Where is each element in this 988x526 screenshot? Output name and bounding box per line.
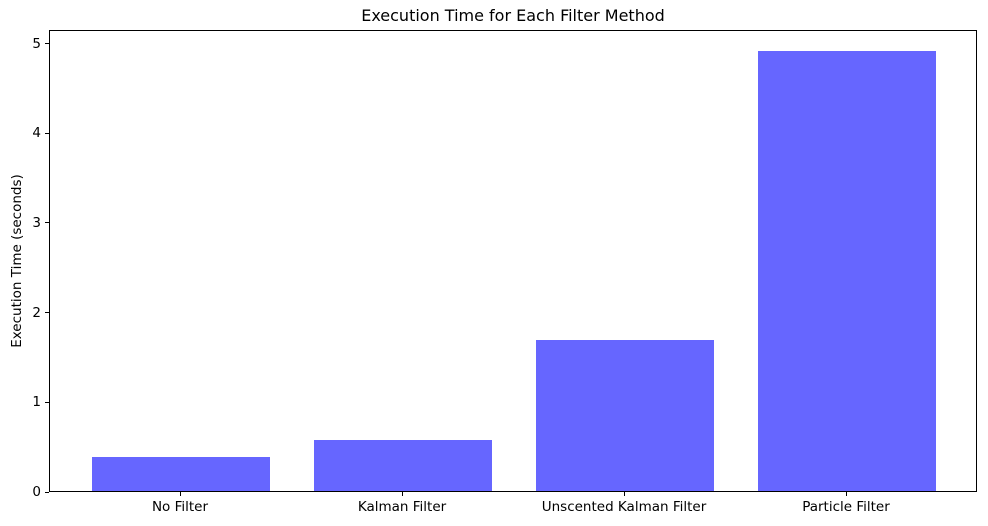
y-tick-mark (45, 312, 49, 314)
x-tick-label-kalman-filter: Kalman Filter (357, 499, 447, 515)
bar-kalman-filter (314, 439, 492, 491)
x-tick-mark (623, 492, 625, 496)
x-tick-mark (845, 492, 847, 496)
y-tick-label-0: 0 (32, 484, 41, 500)
bar-unscented-kalman-filter (536, 340, 714, 491)
x-tick-label-no-filter: No Filter (151, 499, 209, 515)
x-tick-label-unscented-kalman-filter: Unscented Kalman Filter (541, 499, 707, 515)
bar-no-filter (92, 456, 270, 491)
plot-area (49, 30, 977, 492)
x-tick-label-particle-filter: Particle Filter (802, 499, 890, 515)
y-tick-label-5: 5 (32, 35, 41, 52)
y-tick-mark (45, 222, 49, 224)
y-axis-label: Execution Time (seconds) (9, 174, 25, 348)
x-tick-mark (179, 492, 181, 496)
y-tick-label-4: 4 (32, 125, 41, 142)
y-tick-label-1: 1 (32, 394, 41, 411)
y-tick-label-3: 3 (32, 214, 41, 231)
bar-particle-filter (758, 51, 936, 491)
y-tick-label-2: 2 (32, 304, 41, 321)
y-tick-mark (45, 43, 49, 44)
y-tick-mark (45, 401, 49, 403)
y-tick-mark (45, 132, 49, 134)
chart-title: Execution Time for Each Filter Method (361, 6, 665, 25)
x-tick-mark (401, 492, 403, 496)
y-tick-mark (45, 491, 49, 493)
